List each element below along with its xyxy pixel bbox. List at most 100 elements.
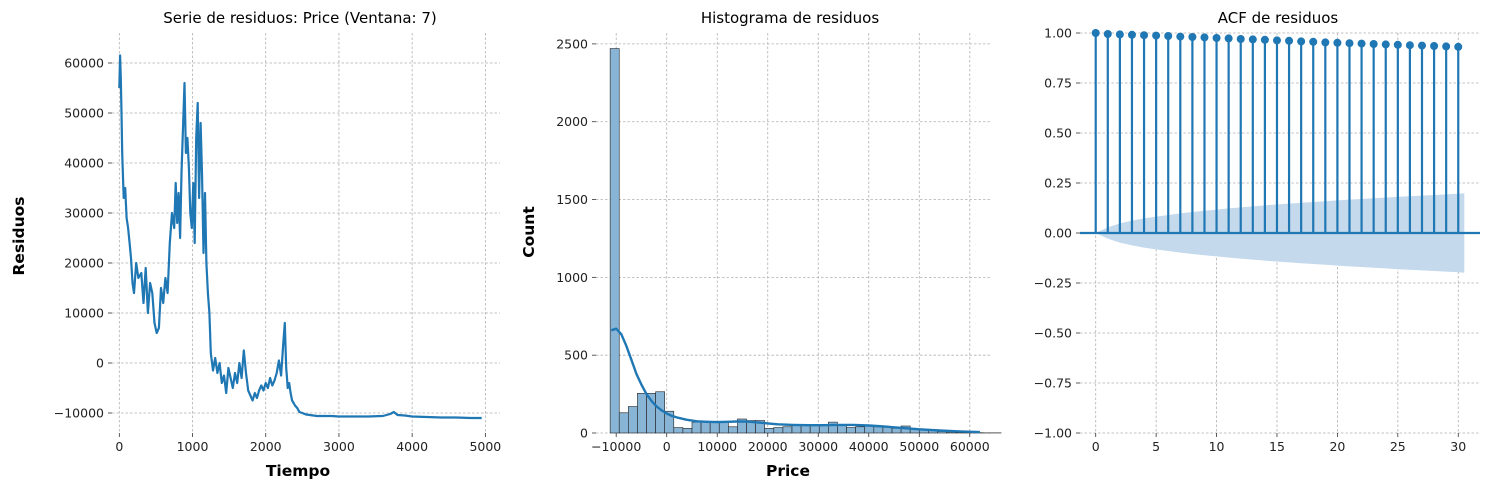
acf-marker xyxy=(1430,42,1439,50)
y-axis-label: Residuos xyxy=(10,197,28,276)
y-tick-label: −0.75 xyxy=(1034,376,1072,391)
acf-marker xyxy=(1115,30,1124,39)
y-tick-label: 40000 xyxy=(64,156,104,171)
y-tick-label: 2000 xyxy=(556,114,588,129)
x-axis: 0 1000 2000 3000 4000 5000 xyxy=(115,433,501,454)
histogram-bar xyxy=(637,393,647,434)
histogram-bar xyxy=(628,406,638,434)
x-tick-label: 0 xyxy=(115,439,123,454)
histogram-bar xyxy=(837,424,847,434)
y-tick-label: 1000 xyxy=(556,270,588,285)
acf-marker xyxy=(1260,35,1269,44)
y-tick-label: 0.50 xyxy=(1044,126,1072,141)
histogram-bar xyxy=(618,412,629,434)
y-axis: −1.00 −0.75 −0.50 −0.25 0.00 0.25 0.50 0.75 1.00 xyxy=(1034,26,1080,441)
y-tick-label: 60000 xyxy=(64,56,104,71)
chart-title: ACF de residuos xyxy=(1218,9,1339,27)
x-tick-label: 30 xyxy=(1450,439,1466,454)
grid xyxy=(112,33,500,433)
y-tick-label: 10000 xyxy=(64,306,104,321)
acf-marker xyxy=(1321,38,1330,47)
y-tick-label: −10000 xyxy=(54,406,104,421)
y-tick-label: 0.00 xyxy=(1044,226,1072,241)
acf-marker xyxy=(1369,40,1378,48)
x-tick-label: 1000 xyxy=(177,439,209,454)
histogram-bar xyxy=(755,420,766,434)
x-tick-label: 0 xyxy=(1092,439,1100,454)
acf-marker xyxy=(1140,31,1149,40)
x-tick-label: 60000 xyxy=(950,439,990,454)
x-axis-label: Price xyxy=(766,462,810,480)
acf-marker xyxy=(1272,36,1281,45)
acf-marker xyxy=(1345,39,1354,48)
y-tick-label: 1500 xyxy=(556,192,588,207)
histogram-bar xyxy=(718,421,729,434)
residual-acf-chart: ACF de residuos 0 5 10 15 20 25 30 −1.00−0.75−… xyxy=(1034,9,1480,454)
acf-marker xyxy=(1333,38,1342,47)
acf-marker xyxy=(1152,31,1161,40)
histogram-bar xyxy=(846,427,856,434)
histogram-bar xyxy=(773,427,784,434)
acf-marker xyxy=(1188,33,1197,41)
acf-marker xyxy=(1405,41,1414,50)
x-tick-label: 15 xyxy=(1269,439,1285,454)
y-tick-label: 0.75 xyxy=(1044,76,1072,91)
histogram-bar xyxy=(664,410,675,434)
acf-marker xyxy=(1381,40,1390,49)
acf-marker xyxy=(1127,30,1136,39)
histogram-bar xyxy=(764,428,775,434)
histogram-bars xyxy=(609,48,1002,434)
histogram-bar xyxy=(864,425,875,434)
kde-line xyxy=(610,327,980,434)
y-tick-label: 2500 xyxy=(556,36,588,51)
x-tick-label: 2000 xyxy=(250,439,282,454)
y-axis: 0 500 1000 1500 2000 2500 xyxy=(556,36,596,441)
x-tick-label: 5000 xyxy=(469,439,501,454)
acf-marker xyxy=(1393,40,1402,49)
histogram-bar xyxy=(609,48,620,434)
grid xyxy=(596,33,990,434)
x-tick-label: 25 xyxy=(1390,439,1406,454)
y-tick-label: 1.00 xyxy=(1044,26,1072,41)
x-tick-label: 4000 xyxy=(396,439,428,454)
series-line xyxy=(118,54,482,420)
acf-marker xyxy=(1297,37,1306,46)
x-tick-label: 30000 xyxy=(798,439,838,454)
x-tick-label: 10 xyxy=(1209,439,1225,454)
residual-series-chart: Serie de residuos: Price (Ventana: 7) 0 1… xyxy=(10,9,501,480)
acf-marker xyxy=(1224,34,1233,43)
histogram-bar xyxy=(673,427,684,434)
y-tick-label: 0.25 xyxy=(1044,176,1072,191)
acf-marker xyxy=(1091,29,1100,37)
x-axis: −10000 0 10000 20000 30000 40000 50000 60000 xyxy=(591,433,990,454)
acf-stems xyxy=(1080,29,1480,235)
histogram-bar xyxy=(828,421,838,434)
acf-marker xyxy=(1442,42,1451,51)
acf-marker xyxy=(1357,39,1366,48)
acf-marker xyxy=(1285,36,1294,45)
histogram-bar xyxy=(855,426,866,434)
x-tick-label: −10000 xyxy=(591,439,641,454)
acf-marker xyxy=(1176,32,1185,41)
histogram-bar xyxy=(728,426,738,434)
chart-title: Histograma de residuos xyxy=(701,9,880,27)
histogram-bar xyxy=(891,428,902,434)
x-tick-label: 40000 xyxy=(849,439,889,454)
acf-marker xyxy=(1417,41,1426,50)
histogram-bar xyxy=(691,421,702,434)
y-tick-label: 0 xyxy=(96,356,104,371)
x-tick-label: 5 xyxy=(1152,439,1160,454)
y-axis-label: Count xyxy=(520,206,538,258)
x-axis: 0 5 10 15 20 25 30 xyxy=(1092,433,1466,454)
histogram-bar xyxy=(791,424,802,434)
y-tick-label: −0.50 xyxy=(1034,326,1072,341)
acf-marker xyxy=(1454,42,1463,51)
y-tick-label: 500 xyxy=(564,348,588,363)
x-tick-label: 3000 xyxy=(323,439,355,454)
y-tick-label: 0 xyxy=(580,426,588,441)
x-tick-label: 10000 xyxy=(697,439,737,454)
histogram-bar xyxy=(700,421,711,434)
histogram-bar xyxy=(682,428,693,434)
y-tick-label: −0.25 xyxy=(1034,276,1072,291)
